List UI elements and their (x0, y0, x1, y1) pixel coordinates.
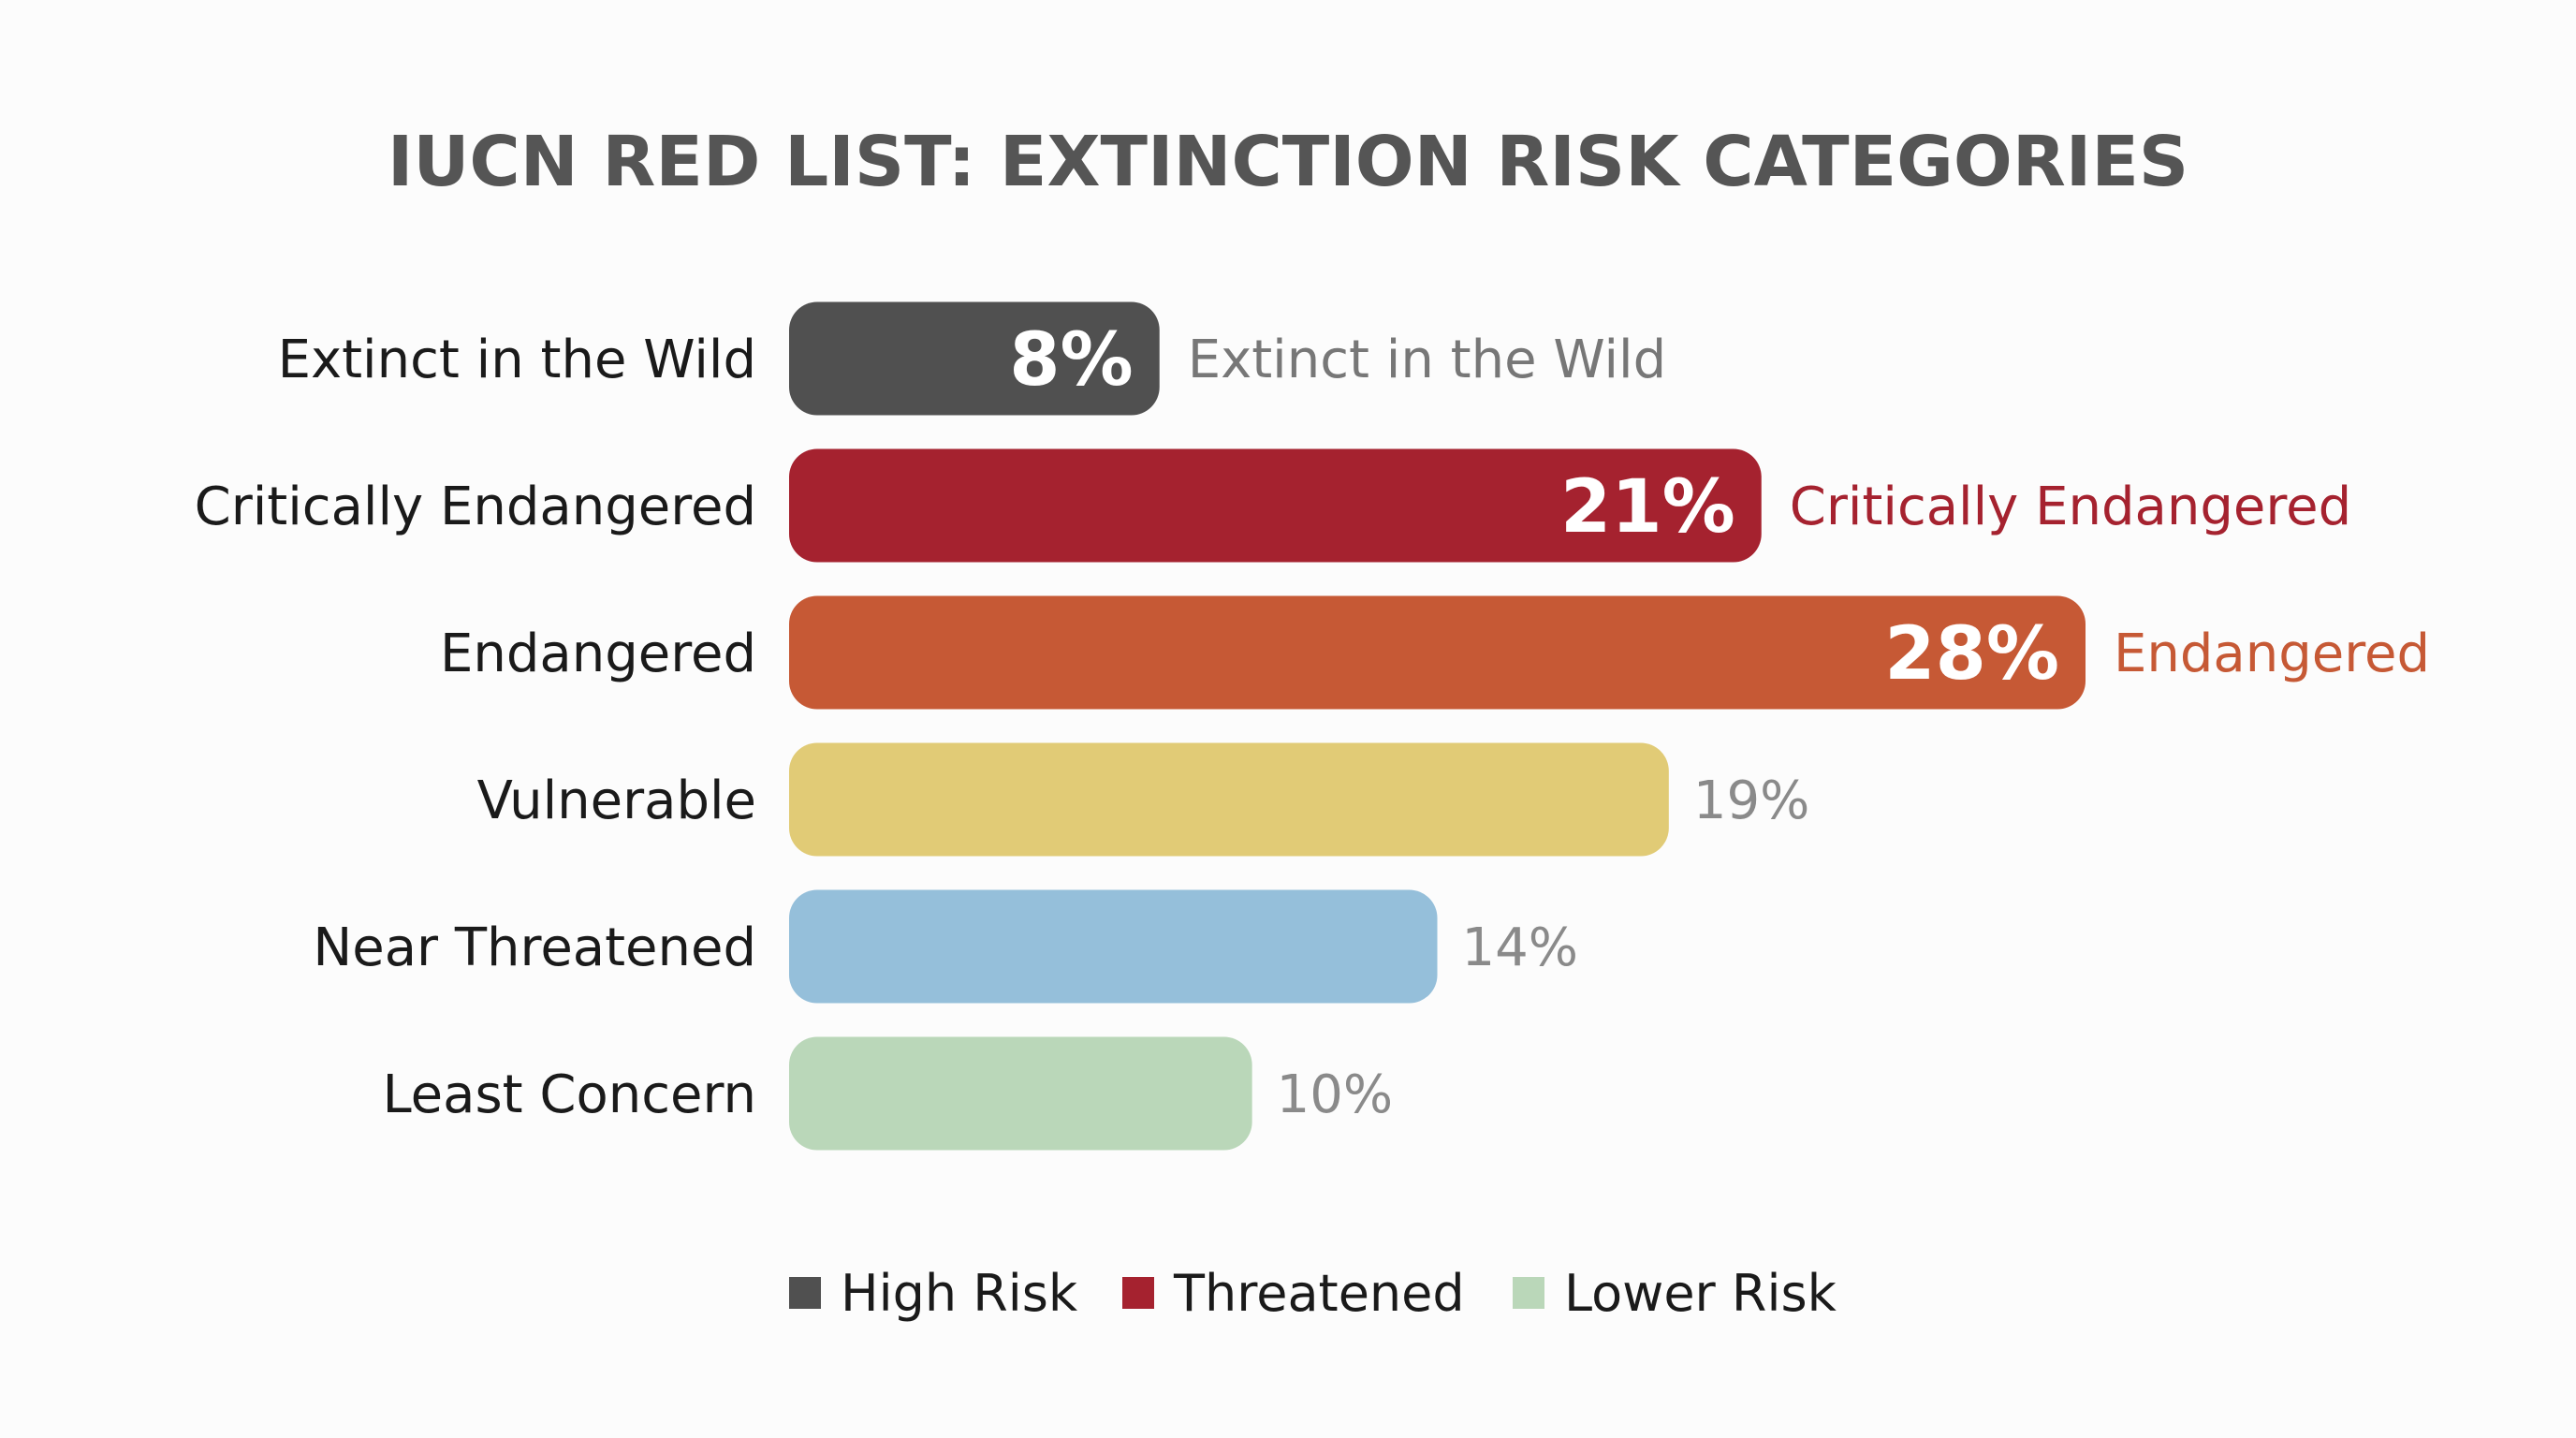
bar-extinct-in-the-wild (789, 301, 1160, 416)
value-label-critically-endangered: 21% (1560, 465, 1735, 550)
category-label-extinct-in-the-wild: Extinct in the Wild (278, 330, 756, 390)
value-label-endangered: 28% (1884, 612, 2059, 697)
chart-title: IUCN RED LIST: EXTINCTION RISK CATEGORIE… (388, 122, 2188, 202)
value-label-least-concern: 10% (1277, 1064, 1393, 1125)
category-label-near-threatened: Near Threatened (313, 917, 756, 978)
bar-vulnerable (789, 742, 1669, 857)
annotation-critically-endangered: Critically Endangered (1790, 477, 2351, 537)
annotation-extinct-in-the-wild: Extinct in the Wild (1188, 330, 1666, 390)
legend: High Risk Threatened Lower Risk (789, 1264, 1837, 1323)
value-label-vulnerable: 19% (1693, 770, 1809, 831)
legend-swatch-lower-risk (1513, 1277, 1544, 1309)
bars-group: Extinct in the Wild 8% Extinct in the Wild… (195, 301, 2430, 1151)
legend-swatch-high-risk (789, 1277, 821, 1309)
value-label-near-threatened: 14% (1462, 917, 1578, 978)
legend-label-lower-risk: Lower Risk (1564, 1264, 1837, 1323)
bar-critically-endangered (789, 448, 1762, 563)
category-label-critically-endangered: Critically Endangered (195, 477, 756, 537)
legend-label-threatened: Threatened (1173, 1264, 1465, 1323)
category-label-vulnerable: Vulnerable (477, 770, 756, 831)
bar-least-concern (789, 1036, 1252, 1151)
bar-endangered (789, 595, 2086, 710)
value-label-extinct-in-the-wild: 8% (1009, 318, 1133, 403)
legend-swatch-threatened (1122, 1277, 1154, 1309)
category-label-least-concern: Least Concern (382, 1064, 756, 1125)
legend-label-high-risk: High Risk (841, 1264, 1078, 1323)
annotation-endangered: Endangered (2114, 624, 2430, 684)
bar-near-threatened (789, 889, 1438, 1004)
category-label-endangered: Endangered (440, 624, 756, 684)
